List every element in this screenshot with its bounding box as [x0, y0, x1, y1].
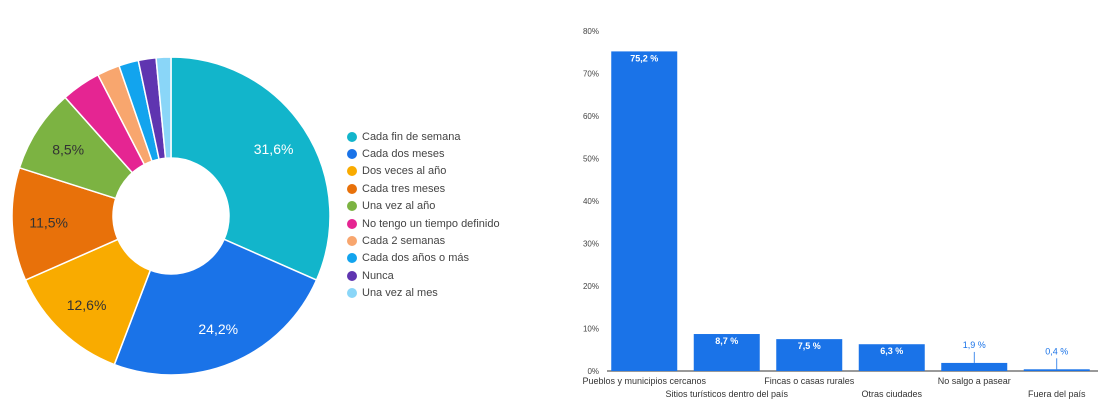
- donut-slice: [155, 56, 172, 160]
- bar-value-label: 7,5 %: [798, 341, 821, 351]
- legend-swatch: [347, 270, 357, 281]
- legend-item: Nunca: [347, 267, 500, 284]
- legend-swatch: [347, 131, 357, 142]
- legend-item: Una vez al mes: [347, 285, 500, 302]
- donut-slice: [170, 56, 331, 282]
- legend-swatch: [347, 201, 357, 212]
- legend-label: Dos veces al año: [362, 165, 447, 178]
- slice-value-label: 11,5%: [29, 215, 68, 231]
- slice-value-label: 8,5%: [52, 141, 84, 157]
- legend-swatch: [347, 166, 357, 177]
- bar-value-label: 0,4 %: [1045, 346, 1068, 356]
- donut-legend: Cada fin de semana Cada dos meses Dos vece…: [347, 128, 500, 302]
- legend-label: No tengo un tiempo definido: [362, 217, 500, 230]
- y-tick-label: 50%: [583, 155, 599, 164]
- legend-label: Una vez al año: [362, 200, 436, 213]
- bar: [693, 334, 760, 371]
- legend-item: Cada fin de semana: [347, 128, 500, 145]
- y-tick-label: 30%: [583, 240, 599, 249]
- x-category-label: Sitios turísticos dentro del país: [665, 389, 788, 399]
- legend-item: No tengo un tiempo definido: [347, 215, 500, 232]
- donut-chart: 31,6% 24,2% 12,6% 11,5% 8,5%: [11, 56, 331, 376]
- bar: [776, 339, 843, 371]
- legend-item: Dos veces al año: [347, 163, 500, 180]
- y-tick-label: 70%: [583, 70, 599, 79]
- x-category-label: No salgo a pasear: [938, 376, 1011, 386]
- legend-item: Cada tres meses: [347, 180, 500, 197]
- legend-label: Cada 2 semanas: [362, 235, 446, 248]
- y-tick-label: 60%: [583, 112, 599, 121]
- legend-swatch: [347, 236, 357, 247]
- bar: [941, 362, 1008, 371]
- slice-value-label: 31,6%: [254, 141, 294, 157]
- y-tick-label: 20%: [583, 282, 599, 291]
- legend-item: Cada 2 semanas: [347, 232, 500, 249]
- donut-slice: [113, 238, 318, 376]
- bar-value-label: 75,2 %: [630, 53, 658, 63]
- y-tick-label: 80%: [583, 27, 599, 36]
- legend-label: Cada dos meses: [362, 148, 445, 161]
- bar: [611, 51, 678, 372]
- x-category-label: Pueblos y municipios cercanos: [582, 376, 706, 386]
- y-tick-label: 40%: [583, 197, 599, 206]
- legend-swatch: [347, 218, 357, 229]
- legend-item: Una vez al año: [347, 198, 500, 215]
- x-category-label: Fincas o casas rurales: [764, 376, 855, 386]
- y-tick-label: 10%: [583, 325, 599, 334]
- bar: [1023, 369, 1090, 371]
- legend-swatch: [347, 288, 357, 299]
- legend-item: Cada dos meses: [347, 145, 500, 162]
- legend-label: Cada tres meses: [362, 182, 446, 195]
- x-category-label: Otras ciudades: [861, 389, 922, 399]
- legend-label: Nunca: [362, 269, 394, 282]
- legend-label: Una vez al mes: [362, 287, 438, 300]
- bar-value-label: 6,3 %: [880, 346, 903, 356]
- legend-item: Cada dos años o más: [347, 250, 500, 267]
- legend-label: Cada dos años o más: [362, 252, 470, 265]
- legend-swatch: [347, 149, 357, 160]
- bar-chart: 0% 10% 20% 30% 40% 50% 60% 70% 80% 75,2 % Pueblos …: [582, 27, 1098, 399]
- legend-swatch: [347, 183, 357, 194]
- legend-swatch: [347, 253, 357, 264]
- bar: [858, 344, 925, 371]
- bar-value-label: 1,9 %: [963, 340, 986, 350]
- slice-value-label: 12,6%: [67, 297, 107, 313]
- y-tick-label: 0%: [587, 367, 599, 376]
- x-category-label: Fuera del país: [1028, 389, 1086, 399]
- slice-value-label: 24,2%: [198, 321, 238, 337]
- legend-label: Cada fin de semana: [362, 130, 461, 143]
- bar-value-label: 8,7 %: [715, 336, 738, 346]
